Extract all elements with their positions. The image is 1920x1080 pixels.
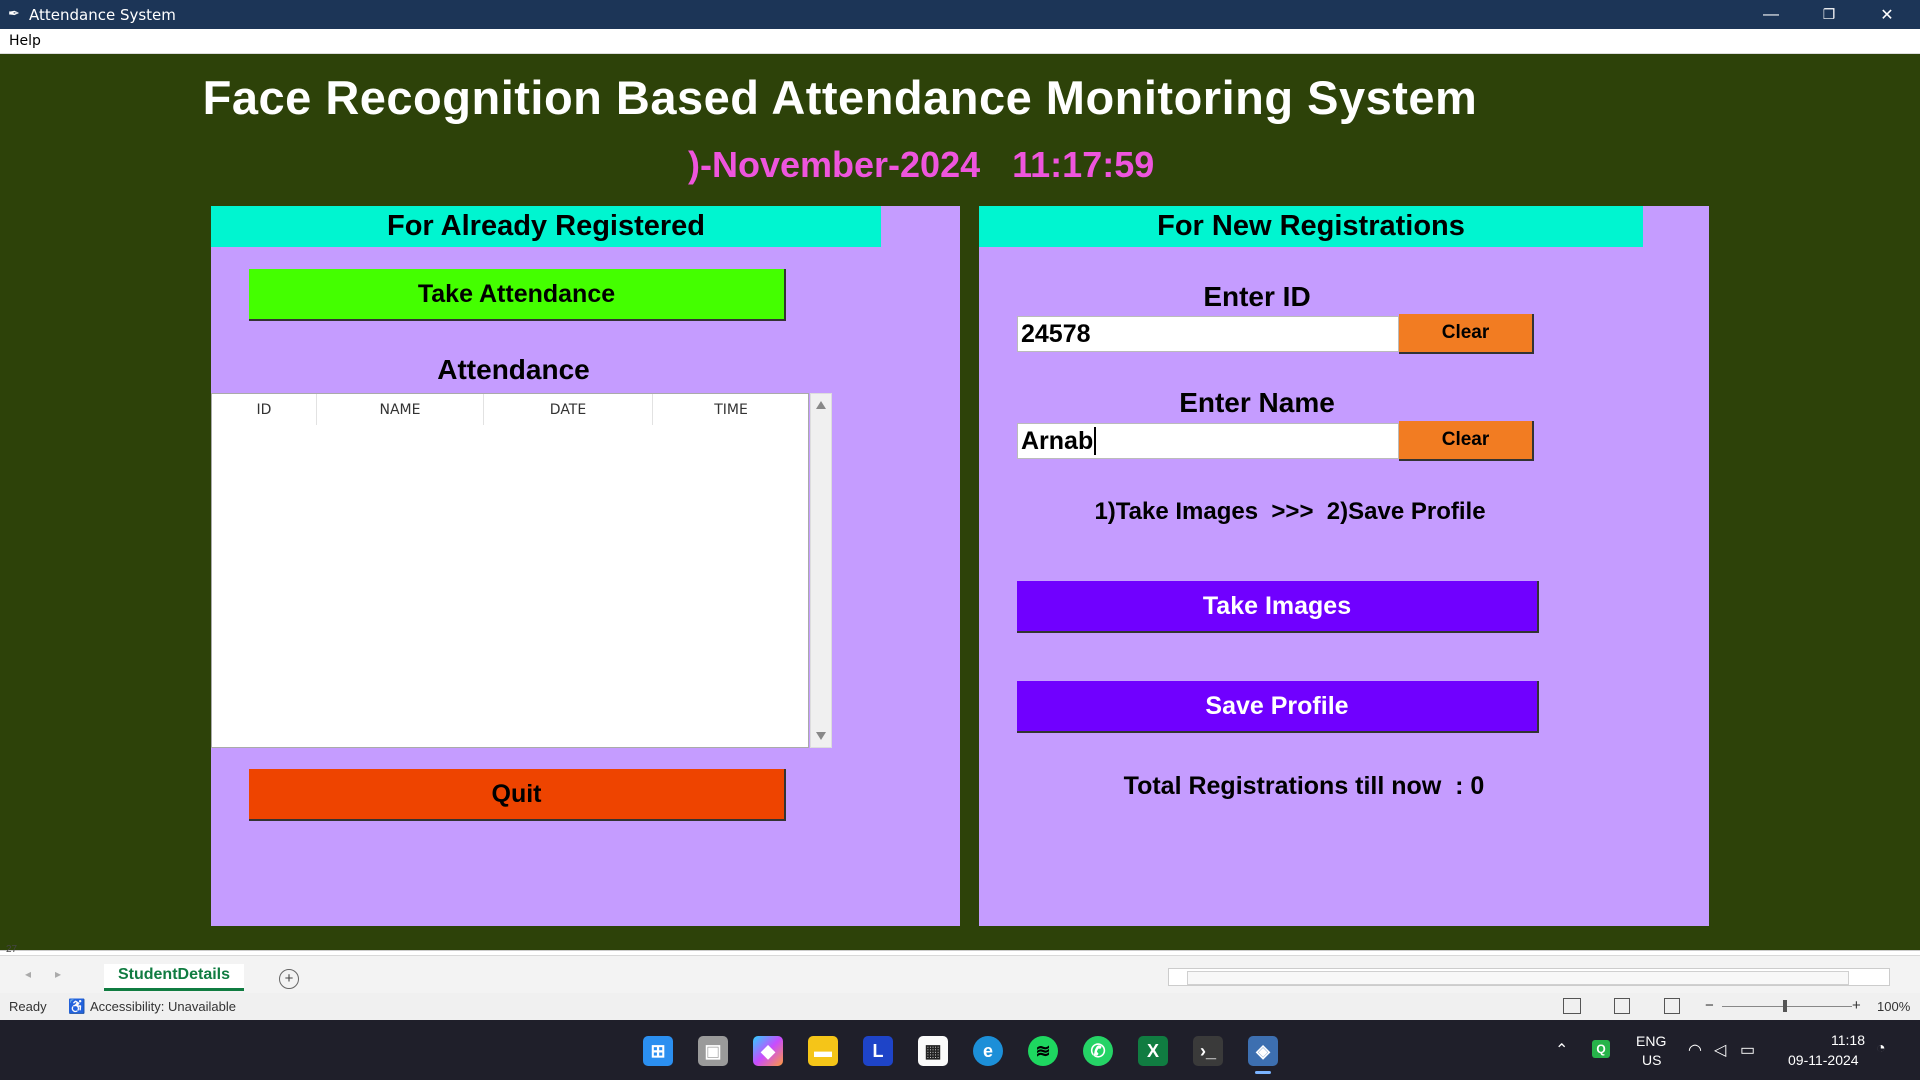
input-language[interactable]: ENG: [1636, 1033, 1667, 1049]
menu-bar: Help: [0, 29, 1920, 54]
prev-sheet-icon[interactable]: ◂: [25, 967, 32, 981]
page-layout-icon[interactable]: [1614, 998, 1630, 1014]
edge-icon[interactable]: e: [973, 1036, 1003, 1066]
sheet-row-strip: 27: [0, 944, 1920, 957]
status-ready: Ready: [9, 999, 47, 1014]
page-break-icon[interactable]: [1664, 998, 1680, 1014]
zoom-slider[interactable]: [1722, 1006, 1852, 1007]
clear-name-button[interactable]: Clear: [1399, 421, 1534, 461]
horizontal-scrollbar[interactable]: [1168, 968, 1890, 986]
python-icon[interactable]: ◈: [1248, 1036, 1278, 1066]
accessibility-icon: ♿: [68, 998, 86, 1014]
id-input[interactable]: 24578: [1017, 316, 1399, 352]
windows-taskbar: [0, 1020, 1920, 1080]
excel-status-bar: Ready ♿ Accessibility: Unavailable − + 1…: [0, 993, 1920, 1020]
input-region[interactable]: US: [1642, 1052, 1662, 1068]
task-view-icon[interactable]: ▣: [698, 1036, 728, 1066]
menu-help[interactable]: Help: [9, 33, 41, 49]
registered-panel: For Already Registered Take Attendance A…: [211, 206, 960, 926]
registered-panel-header: For Already Registered: [211, 206, 881, 247]
column-header-id[interactable]: ID: [212, 394, 317, 425]
terminal-icon[interactable]: ›_: [1193, 1036, 1223, 1066]
file-explorer-icon[interactable]: ▬: [808, 1036, 838, 1066]
name-input[interactable]: Arnab: [1017, 423, 1399, 459]
save-profile-button[interactable]: Save Profile: [1017, 681, 1539, 733]
text-cursor: [1094, 427, 1097, 455]
name-input-value: Arnab: [1021, 427, 1094, 455]
column-header-time[interactable]: TIME: [714, 401, 748, 418]
clock-date[interactable]: 09-11-2024: [1788, 1052, 1859, 1068]
time-label: 11:17:59: [1012, 144, 1155, 185]
store-icon[interactable]: ▦: [918, 1036, 948, 1066]
scroll-down-icon[interactable]: [816, 732, 826, 740]
window-title-bar[interactable]: ✒ Attendance System — ❐ ✕: [0, 0, 1920, 29]
table-scrollbar[interactable]: [810, 393, 832, 748]
date-label: )-November-2024: [688, 144, 981, 185]
new-registration-panel: For New Registrations Enter ID 24578 Cle…: [979, 206, 1709, 926]
copilot-icon[interactable]: ◆: [753, 1036, 783, 1066]
column-header-date[interactable]: DATE: [483, 394, 653, 425]
excel-icon[interactable]: X: [1138, 1036, 1168, 1066]
active-app-indicator: [1255, 1071, 1271, 1074]
column-header-name[interactable]: NAME: [316, 394, 484, 425]
attendance-label: Attendance: [437, 354, 590, 385]
enter-name-label: Enter Name: [1179, 387, 1335, 418]
battery-icon[interactable]: ▭: [1740, 1042, 1756, 1059]
window-title: Attendance System: [29, 6, 176, 24]
date-time-display: )-November-2024 11:17:59: [688, 144, 1154, 186]
scrollbar-thumb[interactable]: [1187, 971, 1849, 985]
sheet-tab-studentdetails[interactable]: StudentDetails: [104, 964, 244, 991]
restore-button[interactable]: ❐: [1822, 6, 1836, 22]
wifi-icon[interactable]: ◠: [1688, 1042, 1702, 1059]
clear-id-button[interactable]: Clear: [1399, 314, 1534, 354]
attendance-table[interactable]: ID NAME DATE TIME: [211, 393, 809, 748]
row-number: 27: [6, 944, 18, 955]
zoom-slider-handle[interactable]: [1783, 1000, 1787, 1012]
close-button[interactable]: ✕: [1880, 6, 1894, 24]
new-registration-header: For New Registrations: [979, 206, 1643, 247]
clock-time[interactable]: 11:18: [1831, 1032, 1865, 1048]
spotify-icon[interactable]: ≋: [1028, 1036, 1058, 1066]
accessibility-status[interactable]: Accessibility: Unavailable: [90, 999, 236, 1014]
l-app-icon[interactable]: L: [863, 1036, 893, 1066]
minimize-button[interactable]: —: [1763, 5, 1779, 23]
show-hidden-icons[interactable]: ⌃: [1555, 1042, 1569, 1059]
app-title: Face Recognition Based Attendance Monito…: [202, 71, 1478, 124]
sheet-tab-bar: ◂ ▸ StudentDetails +: [0, 955, 1920, 994]
whatsapp-icon[interactable]: ✆: [1083, 1036, 1113, 1066]
zoom-level[interactable]: 100%: [1877, 999, 1911, 1014]
start-icon[interactable]: ⊞: [643, 1036, 673, 1066]
feather-icon: ✒: [8, 5, 20, 21]
normal-view-icon[interactable]: [1563, 998, 1581, 1014]
quick-heal-icon[interactable]: Q: [1592, 1040, 1610, 1058]
zoom-in-button[interactable]: +: [1852, 997, 1861, 1014]
take-images-button[interactable]: Take Images: [1017, 581, 1539, 633]
notification-bell-icon[interactable]: ◔: [1876, 1040, 1886, 1057]
scroll-up-icon[interactable]: [816, 401, 826, 409]
volume-icon[interactable]: ◁: [1714, 1042, 1727, 1059]
next-sheet-icon[interactable]: ▸: [55, 967, 62, 981]
total-registrations-label: Total Registrations till now : 0: [1123, 772, 1485, 800]
add-sheet-button[interactable]: +: [279, 969, 299, 989]
instructions-label: 1)Take Images >>> 2)Save Profile: [1094, 498, 1486, 525]
take-attendance-button[interactable]: Take Attendance: [249, 269, 786, 321]
enter-id-label: Enter ID: [1203, 281, 1311, 312]
quit-button[interactable]: Quit: [249, 769, 786, 821]
zoom-out-button[interactable]: −: [1705, 997, 1714, 1014]
